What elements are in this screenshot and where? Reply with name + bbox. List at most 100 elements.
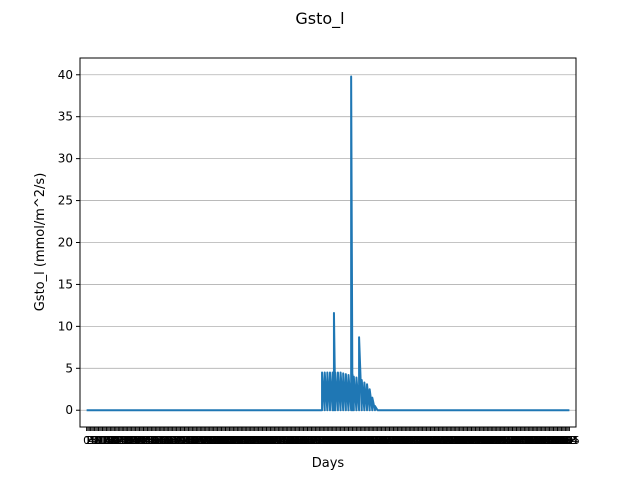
x-tick-label-177: 177 [310, 434, 331, 447]
x-tick-label-254: 254 [412, 434, 433, 447]
x-tick-label-157: 157 [284, 434, 305, 447]
x-tick-label-100: 100 [208, 434, 229, 447]
x-tick-label-324: 324 [505, 434, 526, 447]
x-tick-label-97: 97 [208, 434, 222, 447]
x-tick-label-246: 246 [401, 434, 422, 447]
x-tick-label-203: 203 [345, 434, 366, 447]
x-tick-label-221: 221 [368, 434, 389, 447]
x-tick-label-191: 191 [329, 434, 350, 447]
x-tick-label-192: 192 [330, 434, 351, 447]
x-tick-label-22: 22 [109, 434, 123, 447]
x-tick-label-178: 178 [312, 434, 333, 447]
x-tick-label-48: 48 [143, 434, 157, 447]
x-tick-label-184: 184 [319, 434, 340, 447]
x-tick-label-139: 139 [260, 434, 281, 447]
x-tick-label-322: 322 [502, 434, 523, 447]
x-tick-label-302: 302 [476, 434, 497, 447]
x-tick-label-104: 104 [214, 434, 235, 447]
x-tick-label-355: 355 [546, 434, 567, 447]
x-tick-label-101: 101 [210, 434, 231, 447]
x-tick-label-337: 337 [522, 434, 543, 447]
x-tick-label-142: 142 [264, 434, 285, 447]
x-tick-label-175: 175 [308, 434, 329, 447]
x-tick-label-148: 148 [272, 434, 293, 447]
x-tick-label-360: 360 [552, 434, 573, 447]
y-tick-label-0: 0 [65, 403, 73, 417]
x-tick-label-117: 117 [231, 434, 252, 447]
x-tick-label-332: 332 [515, 434, 536, 447]
y-tick-label-6: 30 [58, 152, 73, 166]
x-tick-label-115: 115 [228, 434, 249, 447]
x-tick-label-121: 121 [236, 434, 257, 447]
x-tick-label-158: 158 [285, 434, 306, 447]
x-tick-label-69: 69 [171, 434, 185, 447]
x-tick-label-113: 113 [226, 434, 247, 447]
x-tick-label-278: 278 [444, 434, 465, 447]
x-tick-label-40: 40 [133, 434, 147, 447]
x-tick-label-288: 288 [457, 434, 478, 447]
x-tick-label-51: 51 [147, 434, 161, 447]
x-tick-label-167: 167 [297, 434, 318, 447]
x-tick-label-28: 28 [117, 434, 131, 447]
x-tick-label-200: 200 [341, 434, 362, 447]
x-tick-label-141: 141 [263, 434, 284, 447]
x-tick-label-237: 237 [390, 434, 411, 447]
x-tick-label-102: 102 [211, 434, 232, 447]
x-tick-label-348: 348 [536, 434, 557, 447]
x-tick-label-242: 242 [396, 434, 417, 447]
x-tick-label-295: 295 [466, 434, 487, 447]
x-tick-label-168: 168 [298, 434, 319, 447]
x-tick-label-77: 77 [181, 434, 195, 447]
x-tick-label-325: 325 [506, 434, 527, 447]
x-tick-label-310: 310 [486, 434, 507, 447]
x-tick-label-281: 281 [448, 434, 469, 447]
x-tick-label-250: 250 [407, 434, 428, 447]
x-tick-label-195: 195 [334, 434, 355, 447]
x-tick-label-64: 64 [164, 434, 178, 447]
x-tick-label-99: 99 [211, 434, 225, 447]
x-tick-label-156: 156 [282, 434, 303, 447]
x-tick-label-265: 265 [427, 434, 448, 447]
x-tick-label-18: 18 [103, 434, 117, 447]
x-tick-label-166: 166 [296, 434, 317, 447]
x-tick-label-109: 109 [220, 434, 241, 447]
x-tick-label-154: 154 [280, 434, 301, 447]
x-tick-label-163: 163 [292, 434, 313, 447]
x-tick-label-363: 363 [556, 434, 577, 447]
x-tick-label-152: 152 [277, 434, 298, 447]
x-tick-label-274: 274 [439, 434, 460, 447]
x-tick-label-267: 267 [429, 434, 450, 447]
x-tick-label-356: 356 [547, 434, 568, 447]
x-tick-label-147: 147 [271, 434, 292, 447]
x-tick-label-303: 303 [477, 434, 498, 447]
x-tick-label-201: 201 [342, 434, 363, 447]
x-tick-label-155: 155 [281, 434, 302, 447]
x-tick-label-36: 36 [127, 434, 141, 447]
x-tick-label-27: 27 [115, 434, 129, 447]
x-tick-label-20: 20 [106, 434, 120, 447]
x-tick-label-202: 202 [343, 434, 364, 447]
x-tick-label-301: 301 [474, 434, 495, 447]
x-tick-label-31: 31 [121, 434, 135, 447]
x-tick-label-68: 68 [170, 434, 184, 447]
x-tick-label-289: 289 [458, 434, 479, 447]
x-tick-label-70: 70 [172, 434, 186, 447]
x-tick-label-182: 182 [317, 434, 338, 447]
x-tick-label-292: 292 [462, 434, 483, 447]
x-tick-label-327: 327 [509, 434, 530, 447]
x-tick-label-198: 198 [338, 434, 359, 447]
x-tick-label-343: 343 [530, 434, 551, 447]
x-tick-label-8: 8 [94, 434, 101, 447]
x-tick-label-190: 190 [327, 434, 348, 447]
x-tick-label-140: 140 [261, 434, 282, 447]
x-tick-label-133: 133 [252, 434, 273, 447]
x-tick-label-232: 232 [383, 434, 404, 447]
x-tick-label-213: 213 [358, 434, 379, 447]
x-tick-label-344: 344 [531, 434, 552, 447]
x-tick-label-207: 207 [350, 434, 371, 447]
x-tick-label-335: 335 [519, 434, 540, 447]
x-tick-label-341: 341 [527, 434, 548, 447]
x-tick-label-42: 42 [135, 434, 149, 447]
x-tick-label-131: 131 [249, 434, 270, 447]
x-tick-label-136: 136 [256, 434, 277, 447]
